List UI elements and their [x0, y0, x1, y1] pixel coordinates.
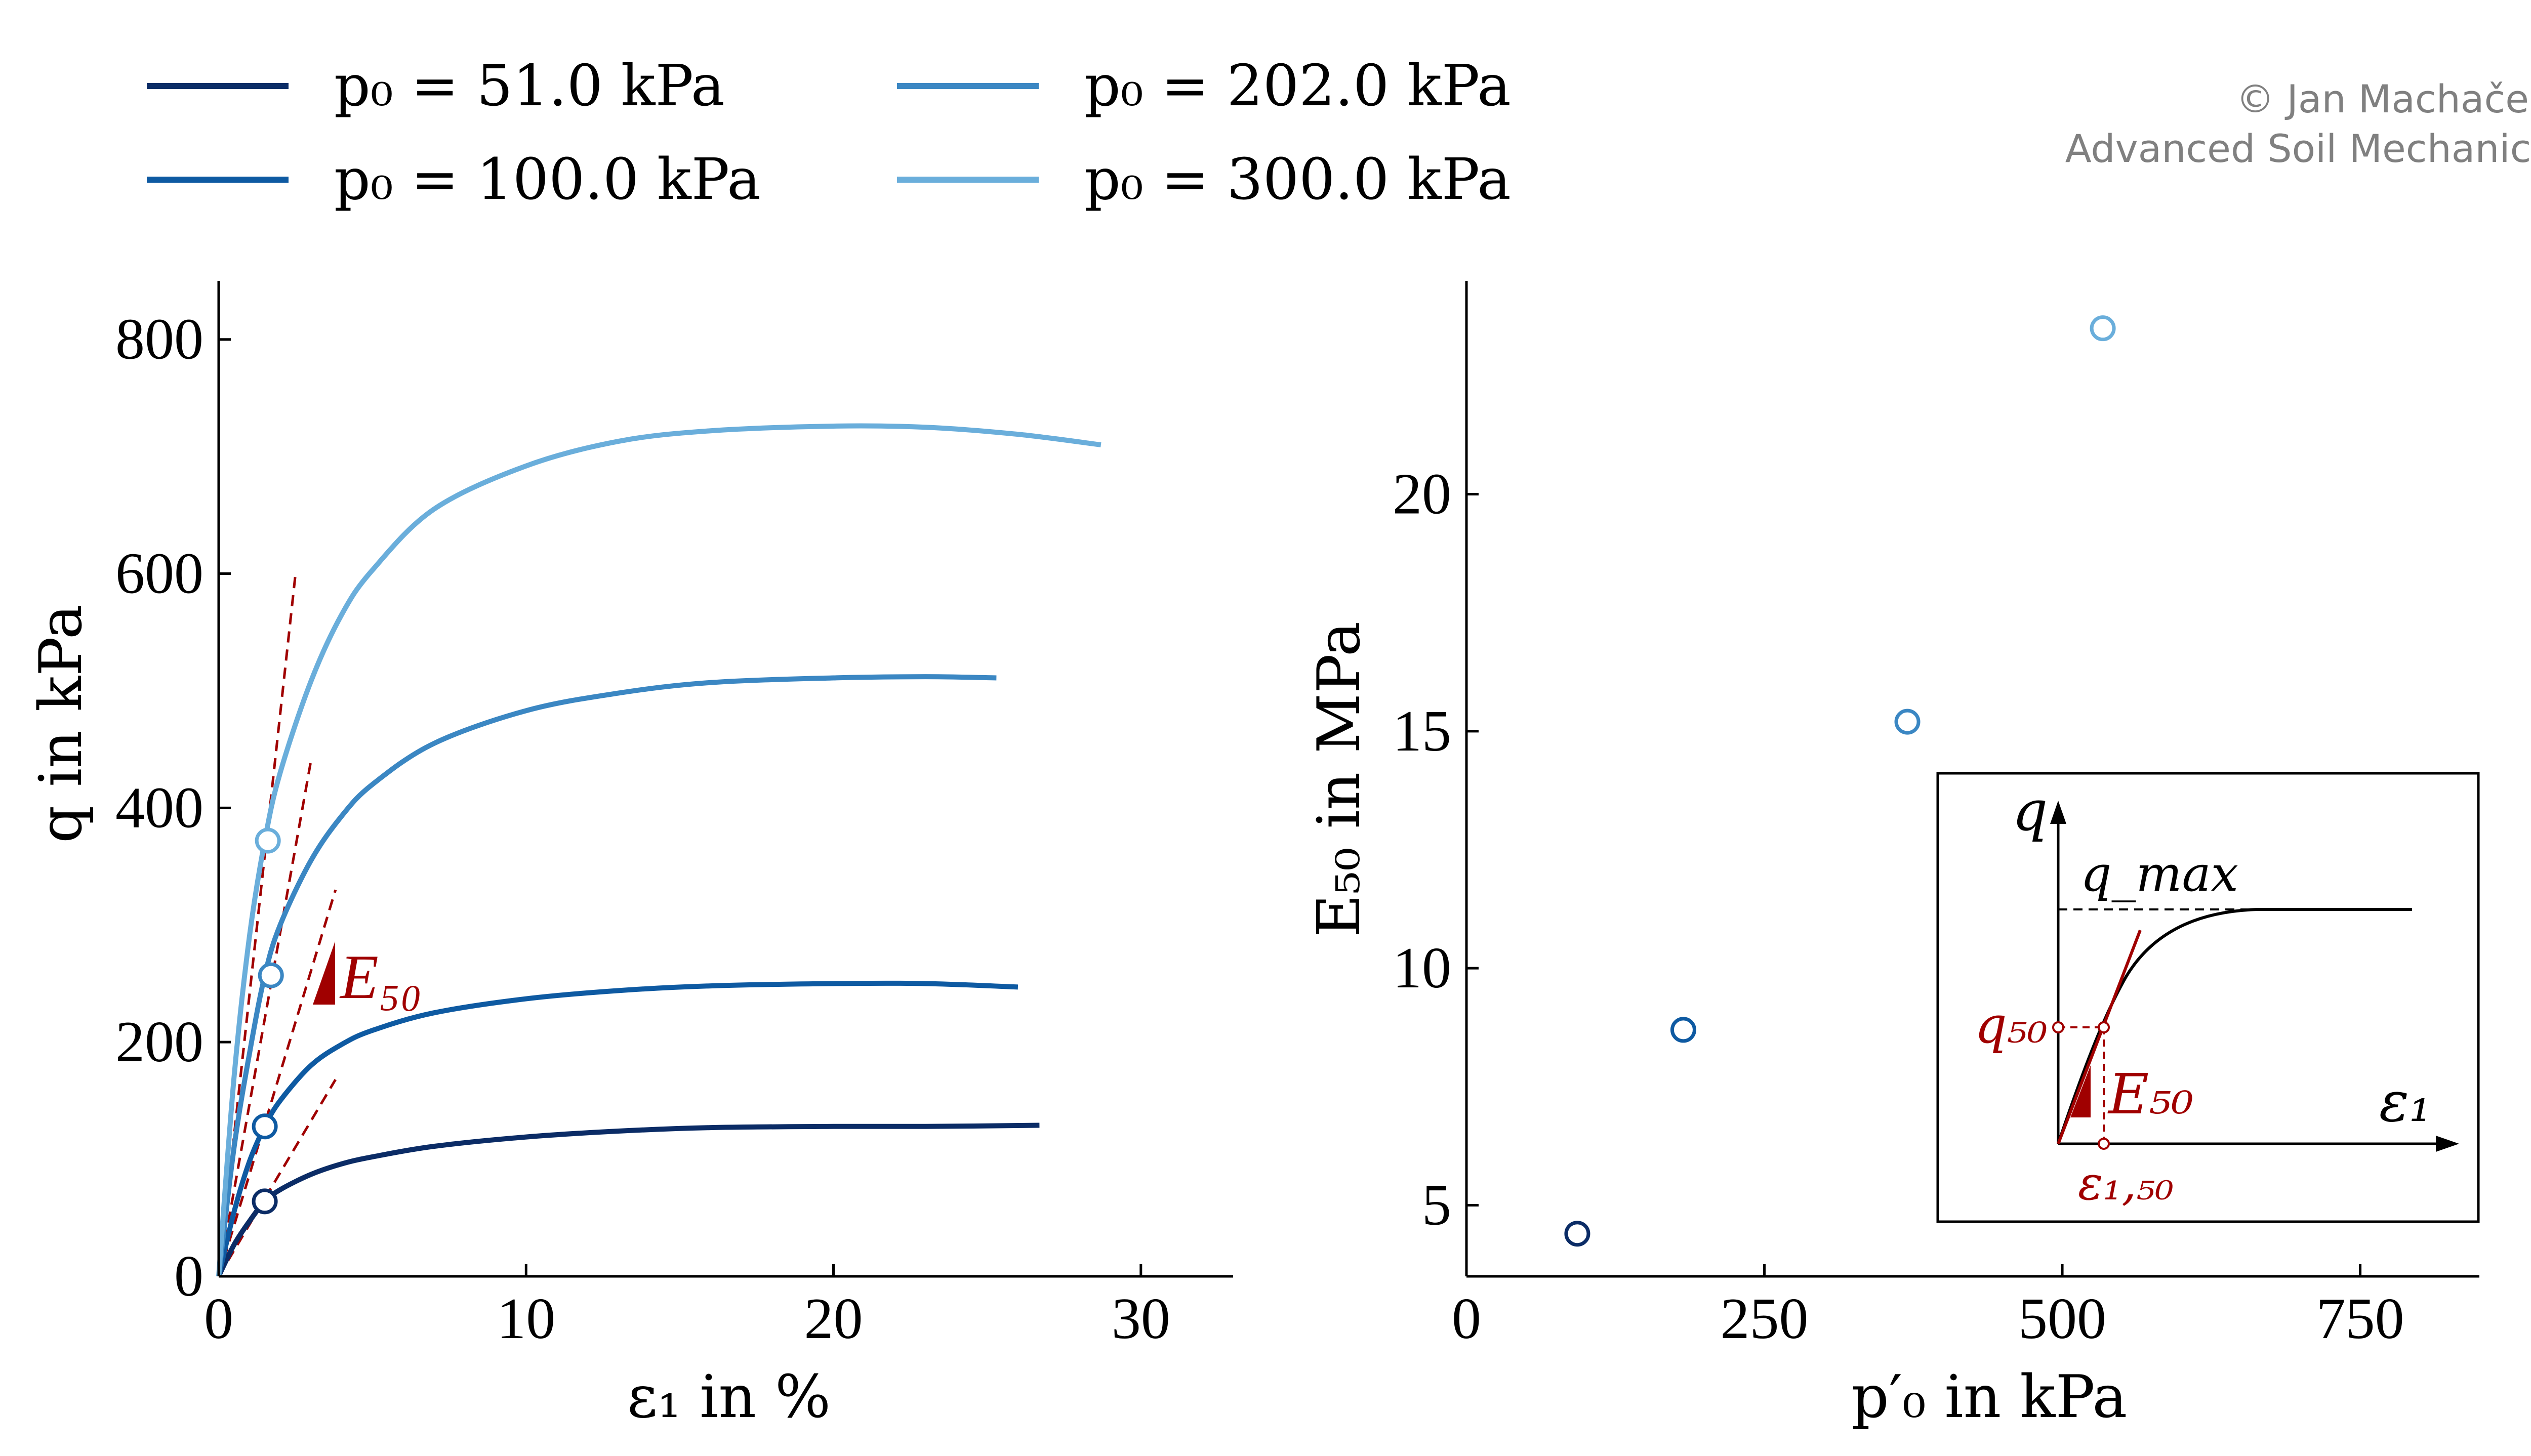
e50-annotation: E₅₀ — [339, 942, 422, 1012]
left-x-tick-label: 10 — [497, 1286, 555, 1351]
right-x-axis-label: p′₀ in kPa — [1852, 1363, 2128, 1431]
e50-marker-0 — [252, 1188, 278, 1215]
left-x-tick-label: 30 — [1112, 1286, 1170, 1351]
tangent-line-1 — [217, 889, 337, 1277]
inset-y-arrow-icon — [2050, 801, 2066, 824]
series-line-1 — [216, 980, 1018, 1277]
left-y-tick-label: 400 — [115, 775, 203, 840]
inset-eps150-label: ε₁,₅₀ — [2078, 1156, 2174, 1211]
inset-q50-label: q₅₀ — [1975, 995, 2048, 1055]
right-y-tick-label: 20 — [1393, 462, 1451, 527]
e50-markers — [252, 827, 284, 1215]
left-ticks: 0 10 20 30 0 200 400 600 800 — [115, 307, 1170, 1351]
legend-label-1: p₀ = 100.0 kPa — [334, 147, 761, 213]
tangent-line-2 — [217, 761, 312, 1277]
right-x-tick-label: 0 — [1452, 1286, 1481, 1351]
scatter-point-0 — [1564, 1221, 1590, 1247]
right-axes — [1465, 281, 2479, 1278]
right-y-tick-label: 5 — [1422, 1173, 1451, 1238]
right-y-axis-label: E₅₀ in MPa — [1305, 621, 1373, 937]
inset-e50-label: E₅₀ — [2107, 1062, 2194, 1127]
series-lines — [216, 423, 1101, 1278]
series-line-3 — [216, 423, 1101, 1277]
scatter-point-1 — [1670, 1017, 1696, 1043]
tangent-line-0 — [217, 1078, 337, 1277]
left-y-tick-label: 200 — [115, 1010, 203, 1074]
inset-e50-point-marker — [2098, 1021, 2110, 1033]
right-x-tick-label: 500 — [2018, 1286, 2106, 1351]
left-x-tick-label: 20 — [804, 1286, 863, 1351]
right-y-tick-label: 15 — [1393, 699, 1451, 764]
scatter-points — [1564, 315, 2116, 1247]
legend: p₀ = 51.0 kPa p₀ = 100.0 kPa p₀ = 202.0 kP… — [147, 53, 1511, 213]
scatter-point-3 — [2090, 315, 2116, 342]
inset-eps50-marker — [2098, 1138, 2110, 1150]
e50-triangle-icon — [313, 941, 335, 1005]
series-line-2 — [216, 674, 997, 1277]
inset-q-label: q — [2012, 778, 2048, 843]
e50-marker-3 — [255, 827, 281, 854]
inset-x-arrow-icon — [2436, 1136, 2459, 1152]
left-y-tick-label: 600 — [115, 542, 203, 606]
inset-e50-triangle-icon — [2070, 1065, 2091, 1117]
e50-marker-1 — [252, 1113, 278, 1140]
credit-line-2: Advanced Soil Mechanics — [2065, 126, 2531, 171]
left-y-axis-label: q in kPa — [27, 604, 95, 843]
inset-q50-marker — [2052, 1021, 2064, 1033]
scatter-point-2 — [1894, 709, 1921, 735]
inset-qmax-label: q_max — [2080, 846, 2238, 902]
legend-label-2: p₀ = 202.0 kPa — [1084, 53, 1511, 119]
inset-tangent — [2057, 929, 2142, 1145]
left-y-tick-label: 0 — [174, 1244, 203, 1309]
credit-line-1: © Jan Machaček — [2236, 76, 2531, 121]
e50-marker-2 — [258, 962, 284, 988]
left-x-axis-label: ε₁ in % — [627, 1363, 831, 1431]
left-axes — [217, 281, 1233, 1278]
inset-frame — [1936, 772, 2480, 1223]
series-line-0 — [216, 1122, 1040, 1278]
left-y-tick-label: 800 — [115, 307, 203, 372]
right-x-tick-label: 250 — [1721, 1286, 1809, 1351]
right-x-tick-label: 750 — [2316, 1286, 2404, 1351]
inset-curve — [2057, 908, 2412, 1144]
inset-schematic: q q_max q₅₀ E₅₀ ε₁ ε₁,₅₀ — [1936, 772, 2480, 1223]
left-x-tick-label: 0 — [204, 1286, 233, 1351]
right-ticks: 0 250 500 750 5 10 15 20 — [1393, 462, 2404, 1352]
legend-label-3: p₀ = 300.0 kPa — [1084, 147, 1511, 213]
inset-eps1-label: ε₁ — [2379, 1069, 2431, 1134]
right-y-tick-label: 10 — [1393, 936, 1451, 1001]
left-chart: 0 10 20 30 0 200 400 600 800 E₅₀ ε₁ in % q in kP… — [27, 281, 1233, 1431]
legend-label-0: p₀ = 51.0 kPa — [334, 53, 725, 119]
